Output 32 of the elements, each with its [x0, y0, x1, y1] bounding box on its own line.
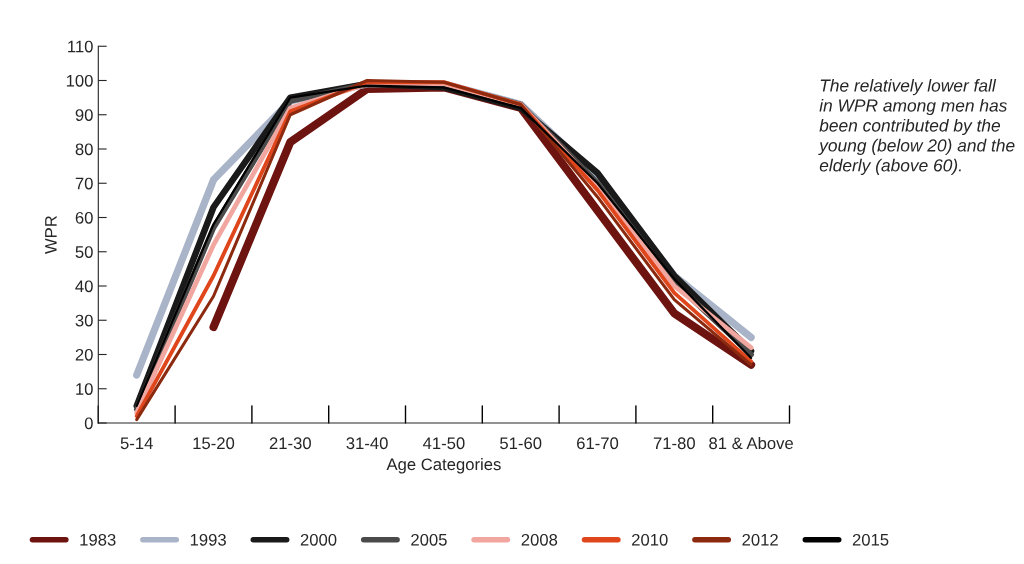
- legend-label: 1993: [190, 533, 226, 546]
- x-tick-label: 71-80: [653, 437, 695, 450]
- y-tick-label: 10: [76, 383, 93, 395]
- y-tick-label: 90: [75, 109, 93, 121]
- x-tick-label: 15-20: [193, 437, 235, 450]
- legend-label: 2015: [852, 533, 889, 546]
- x-tick-label: 41-50: [422, 437, 465, 450]
- legend-label: 2005: [411, 533, 447, 546]
- y-tick-label: 50: [75, 246, 93, 258]
- x-tick-label: 81 & Above: [709, 436, 793, 450]
- x-tick-label: 21-30: [269, 437, 311, 450]
- y-tick-label: 30: [75, 314, 93, 327]
- y-tick-label: 60: [75, 211, 93, 224]
- legend-label: 1983: [80, 533, 116, 546]
- text: The relatively lower fall in WPR among men has been contributed by the young (below 20) and the elderly (above 60).: [818, 78, 1015, 175]
- y-tick-label: 20: [75, 348, 93, 361]
- legend-label: 2000: [300, 533, 337, 546]
- y-axis-title: WPR: [45, 215, 57, 254]
- x-tick-label: 61-70: [577, 437, 619, 450]
- x-tick-label: 51-60: [500, 437, 542, 450]
- y-tick-label: 40: [75, 280, 93, 293]
- x-axis-title: Age Categories: [386, 457, 501, 474]
- y-tick-label: 80: [75, 143, 93, 156]
- y-tick-label: 100: [66, 74, 93, 87]
- y-tick-label: 0: [84, 417, 93, 430]
- y-tick-label: 70: [75, 177, 93, 190]
- y-tick-label: 110: [68, 40, 93, 53]
- x-tick-label: 5-14: [120, 437, 153, 450]
- legend-label: 2008: [521, 533, 558, 546]
- legend-label: 2010: [632, 533, 668, 546]
- x-tick-label: 31-40: [346, 437, 388, 450]
- legend-label: 2012: [742, 533, 778, 546]
